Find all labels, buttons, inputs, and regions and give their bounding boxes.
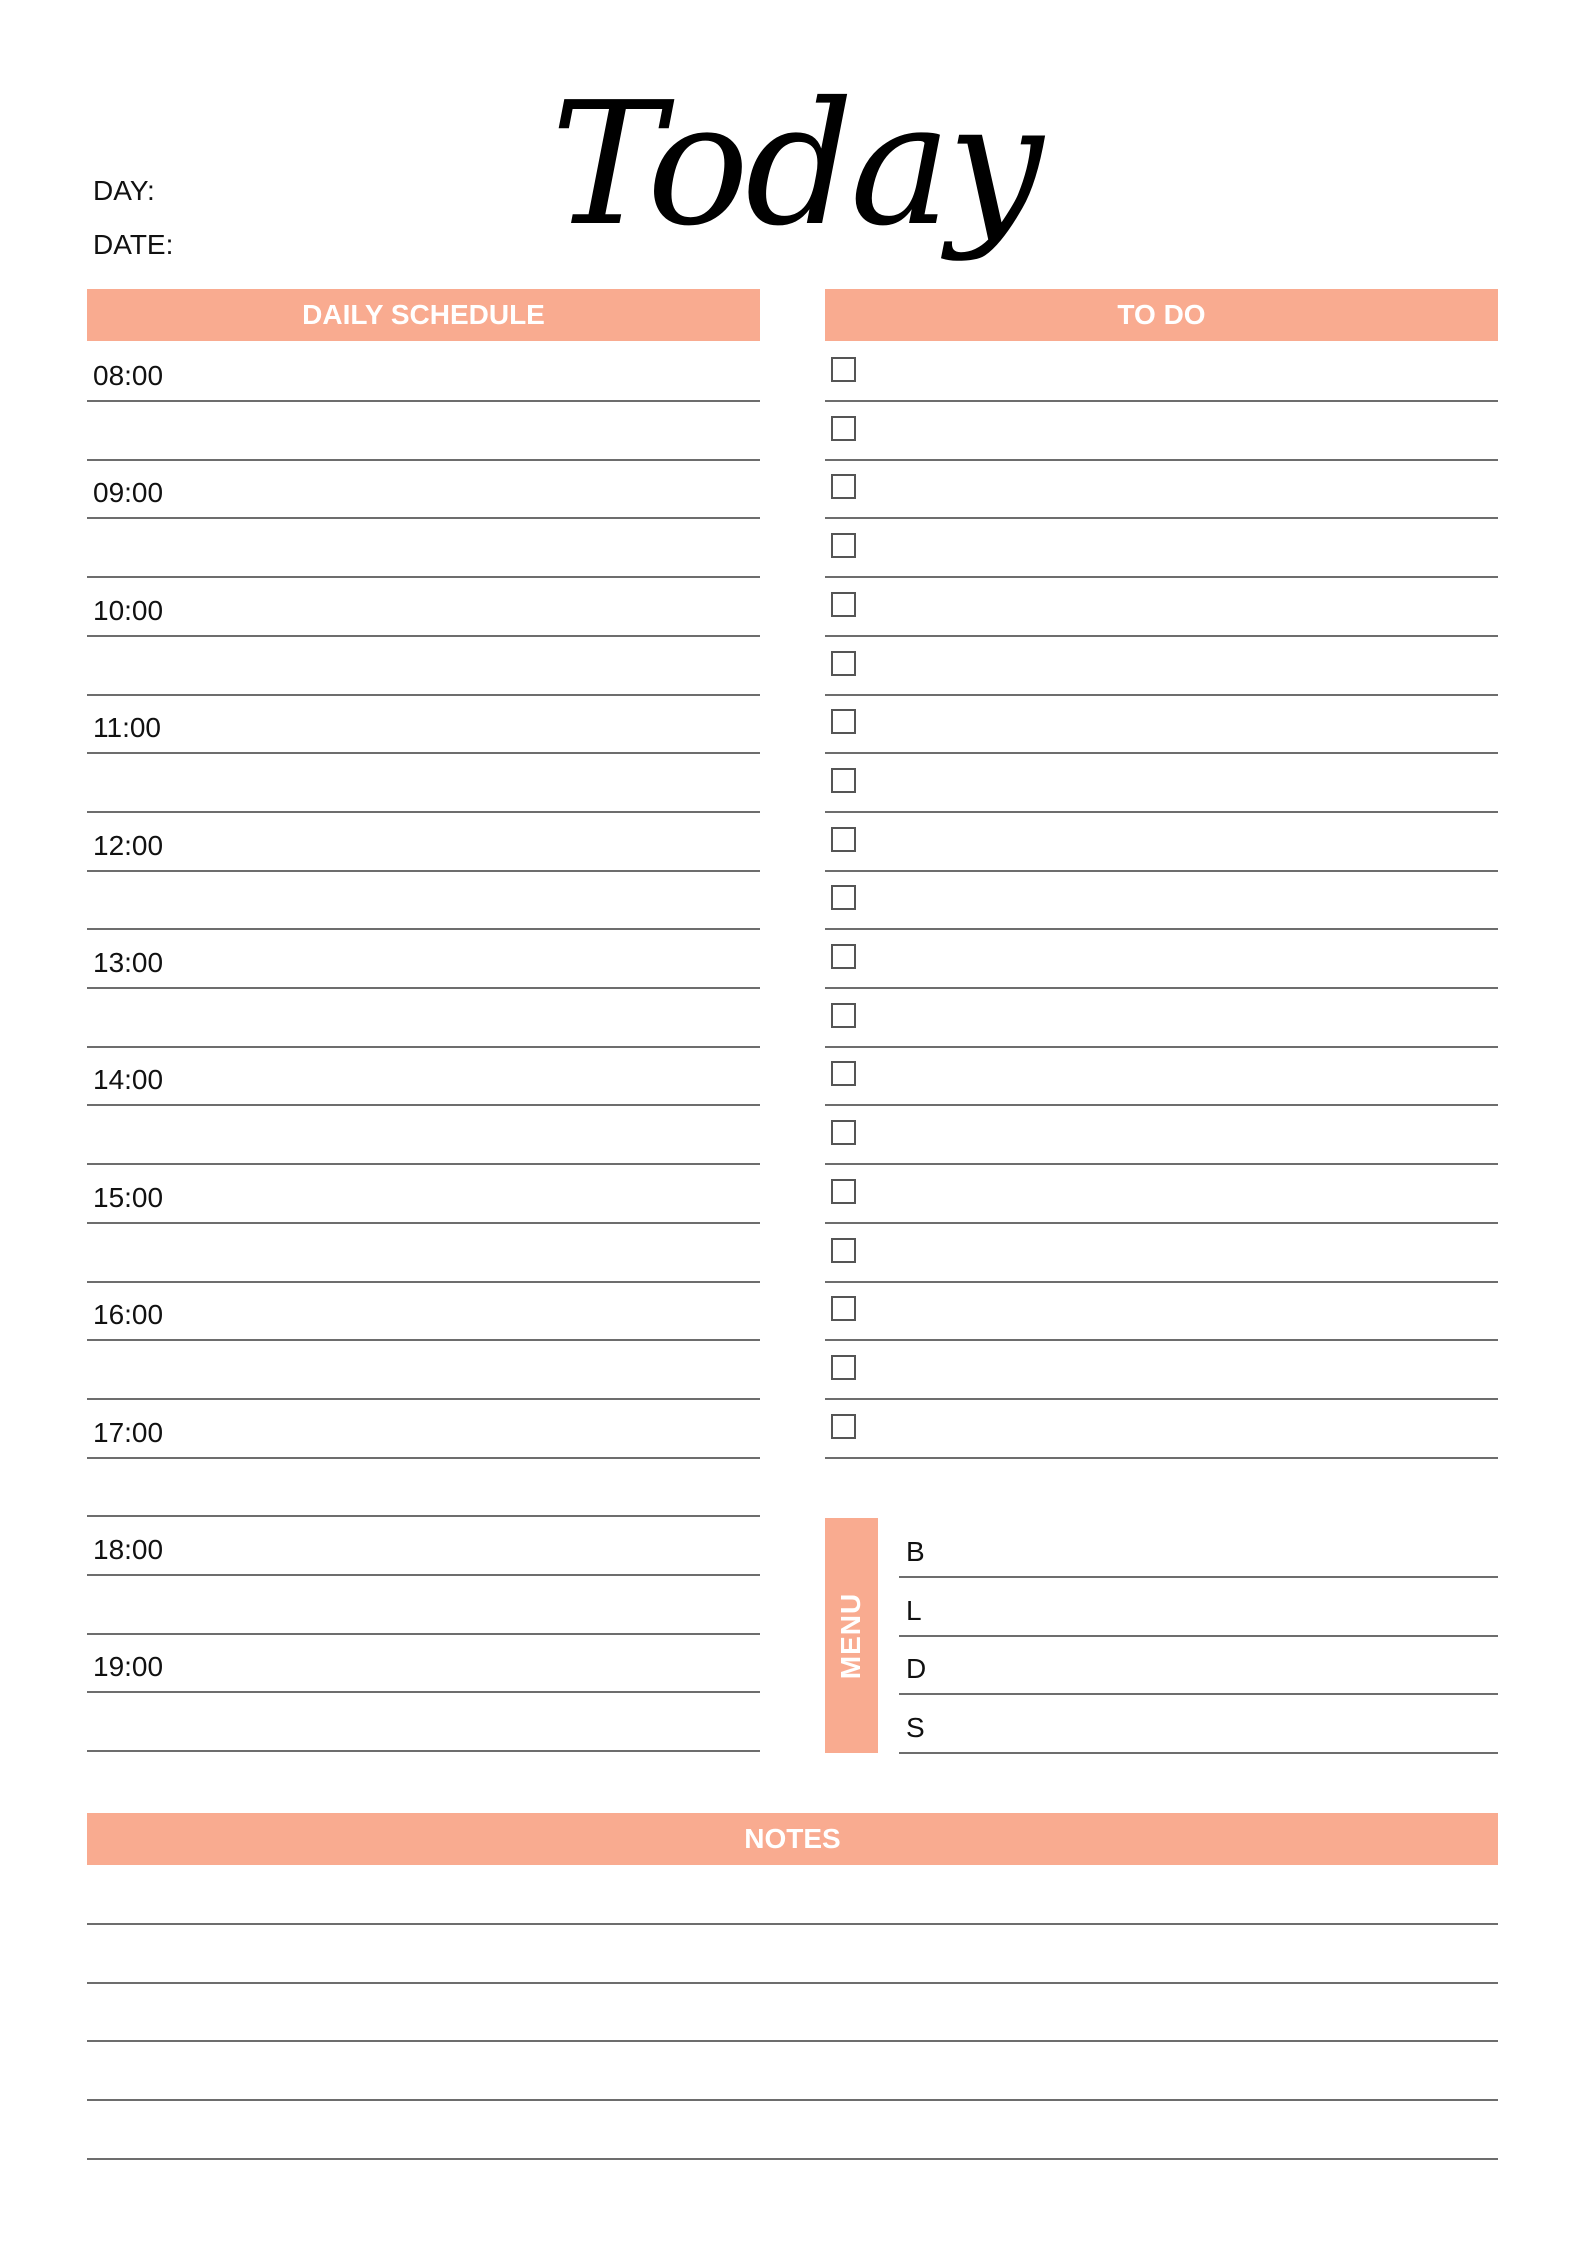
schedule-time: 17:00: [93, 1416, 164, 1448]
schedule-time: 10:00: [93, 594, 164, 626]
todo-checkbox[interactable]: [831, 1354, 856, 1380]
todo-rule: [825, 1045, 1498, 1048]
todo-checkbox[interactable]: [831, 1061, 856, 1087]
todo-rule: [825, 400, 1498, 402]
day-label: DAY:: [93, 175, 155, 206]
schedule-rule: [87, 458, 760, 461]
notes-header: NOTES: [87, 1813, 1498, 1865]
todo-rule: [825, 1456, 1498, 1459]
todo-checkbox[interactable]: [831, 944, 856, 969]
schedule-rule: [87, 1750, 760, 1753]
schedule-rule: [87, 1045, 760, 1048]
schedule-rule: [87, 1456, 760, 1459]
todo-checkbox[interactable]: [831, 650, 856, 676]
schedule-rule: [87, 1632, 760, 1635]
menu-header: MENU: [825, 1518, 878, 1753]
notes-rule: [87, 2157, 1498, 2160]
schedule-rule: [87, 1280, 760, 1283]
schedule-rule: [87, 869, 760, 872]
todo-checkbox[interactable]: [831, 1120, 856, 1146]
schedule-time: 13:00: [93, 947, 164, 978]
schedule-rule: [87, 693, 760, 696]
notes-title: NOTES: [744, 1823, 841, 1854]
notes-rule: [87, 2099, 1498, 2102]
notes-rule: [87, 1923, 1498, 1925]
schedule-time: 14:00: [93, 1064, 164, 1096]
todo-checkbox[interactable]: [831, 1413, 856, 1439]
notes-rule: [87, 1981, 1498, 1984]
todo-rule: [825, 1397, 1498, 1400]
schedule-rule: [87, 1574, 760, 1576]
schedule-rule: [87, 1163, 760, 1166]
menu-rule: [899, 1693, 1498, 1696]
todo-rule: [825, 1104, 1498, 1107]
menu-rule: [899, 1576, 1498, 1578]
schedule-rule: [87, 1221, 760, 1224]
schedule-time: 09:00: [93, 477, 164, 509]
todo-rule: [825, 810, 1498, 813]
todo-checkbox[interactable]: [831, 357, 856, 382]
schedule-rule: [87, 576, 760, 579]
todo-rule: [825, 693, 1498, 696]
todo-checkbox[interactable]: [831, 826, 856, 852]
todo-checkbox[interactable]: [831, 767, 856, 793]
schedule-time: 18:00: [93, 1534, 164, 1565]
schedule-rule: [87, 634, 760, 637]
schedule-rule: [87, 1339, 760, 1342]
todo-rule: [825, 869, 1498, 872]
schedule-rule: [87, 1691, 760, 1694]
todo-rule: [825, 576, 1498, 579]
todo-checkbox[interactable]: [831, 1178, 856, 1204]
schedule-rule: [87, 1397, 760, 1400]
todo-title: TO DO: [1117, 299, 1206, 330]
todo-checkbox[interactable]: [831, 591, 856, 617]
todo-checkbox[interactable]: [831, 415, 856, 441]
notes-rule: [87, 2040, 1498, 2043]
todo-checkbox[interactable]: [831, 1237, 856, 1263]
menu-meal-label: S: [906, 1712, 925, 1744]
todo-rule: [825, 458, 1498, 461]
todo-rule: [825, 1280, 1498, 1283]
todo-rule: [825, 1163, 1498, 1166]
todo-checkbox[interactable]: [831, 474, 856, 500]
todo-rule: [825, 987, 1498, 989]
todo-checkbox[interactable]: [831, 709, 856, 735]
todo-checkbox[interactable]: [831, 1296, 856, 1322]
menu-rule: [899, 1634, 1498, 1637]
daily-schedule-header: DAILY SCHEDULE: [87, 289, 760, 341]
todo-rule: [825, 517, 1498, 520]
schedule-rule: [87, 928, 760, 931]
todo-checkbox[interactable]: [831, 533, 856, 559]
menu-title: MENU: [835, 1592, 867, 1679]
todo-rule: [825, 634, 1498, 637]
schedule-time: 11:00: [93, 712, 161, 744]
schedule-time: 16:00: [93, 1299, 164, 1331]
schedule-rule: [87, 517, 760, 520]
schedule-rule: [87, 400, 760, 402]
daily-schedule-title: DAILY SCHEDULE: [302, 299, 545, 330]
page-title: Today: [550, 66, 1044, 264]
schedule-time: 15:00: [93, 1181, 164, 1213]
schedule-rule: [87, 810, 760, 813]
menu-meal-label: L: [906, 1594, 922, 1626]
menu-meal-label: D: [906, 1653, 927, 1685]
todo-rule: [825, 1339, 1498, 1342]
schedule-time: 08:00: [93, 360, 164, 391]
schedule-rule: [87, 752, 760, 755]
schedule-rule: [87, 1515, 760, 1518]
schedule-rule: [87, 1104, 760, 1107]
todo-rule: [825, 1221, 1498, 1224]
schedule-time: 12:00: [93, 829, 164, 861]
todo-rule: [825, 928, 1498, 931]
schedule-time: 19:00: [93, 1651, 164, 1683]
date-label: DATE:: [93, 229, 174, 260]
todo-checkbox[interactable]: [831, 1002, 856, 1028]
menu-meal-label: B: [906, 1536, 925, 1567]
todo-header: TO DO: [825, 289, 1498, 341]
todo-checkbox[interactable]: [831, 885, 856, 911]
todo-rule: [825, 752, 1498, 755]
menu-rule: [899, 1752, 1498, 1755]
schedule-rule: [87, 987, 760, 989]
